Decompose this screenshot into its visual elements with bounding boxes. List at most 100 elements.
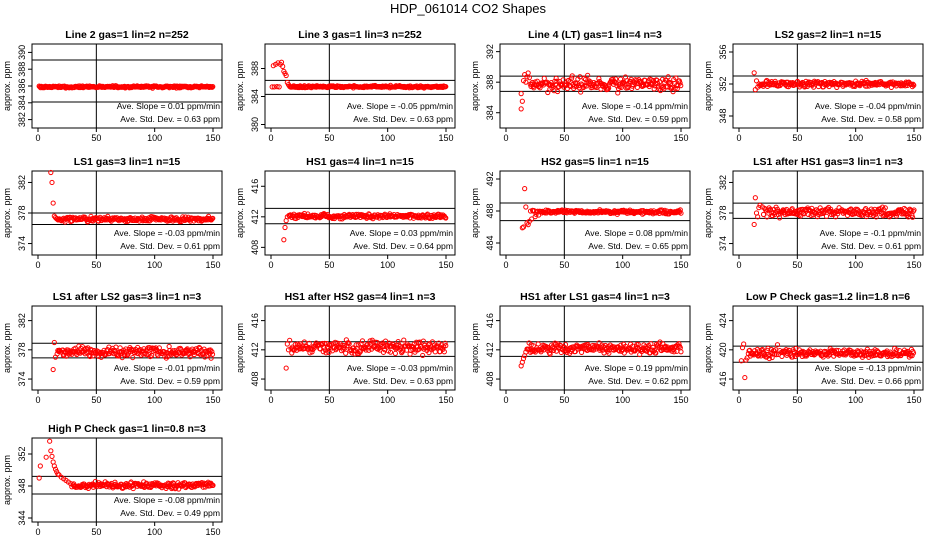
x-tick-label: 150	[205, 133, 220, 143]
data-point	[130, 354, 136, 361]
y-tick-label: 488	[485, 203, 495, 218]
stats-annotation: Ave. Std. Dev. = 0.49 ppm	[120, 508, 220, 518]
data-point	[771, 348, 777, 354]
x-tick-label: 50	[91, 133, 101, 143]
data-point	[51, 463, 57, 469]
stats-annotation: Ave. Std. Dev. = 0.59 ppm	[120, 376, 220, 386]
data-point	[209, 84, 215, 90]
data-point	[443, 215, 449, 221]
data-point	[530, 343, 536, 349]
figure-title: HDP_061014 CO2 Shapes	[389, 1, 547, 16]
panel-title: High P Check gas=1 lin=0.8 n=3	[48, 423, 206, 435]
data-point	[548, 347, 554, 353]
data-point	[276, 84, 282, 90]
data-point	[271, 84, 277, 90]
data-point	[770, 351, 776, 357]
y-tick-label: 374	[17, 372, 27, 387]
data-point	[359, 338, 366, 344]
y-tick-label: 380	[250, 117, 260, 132]
data-point	[825, 353, 831, 359]
x-tick-label: 100	[615, 133, 630, 143]
data-point	[780, 207, 786, 213]
data-point	[560, 77, 566, 83]
data-point	[665, 74, 671, 80]
plot-frame	[732, 305, 924, 391]
plot-frame	[264, 43, 456, 129]
data-point	[630, 81, 636, 88]
data-point	[322, 340, 328, 346]
data-point	[98, 354, 104, 360]
y-axis-label: approx. ppm	[470, 188, 480, 238]
chart-panel: LS1 gas=3 lin=1 n=15 approx. ppm 0 50 100 150…	[2, 156, 223, 270]
y-tick-label: 382	[17, 112, 27, 127]
data-point	[43, 454, 49, 460]
chart-panel: Line 3 gas=1 lin=3 n=252 approx. ppm 0 50 10…	[235, 29, 456, 143]
data-point	[655, 84, 661, 90]
stats-annotation: Ave. Std. Dev. = 0.64 ppm	[353, 241, 453, 251]
panel-title: LS1 after HS1 gas=3 lin=1 n=3	[753, 156, 903, 168]
data-point	[911, 207, 917, 213]
data-point	[882, 205, 888, 211]
x-tick-label: 150	[205, 260, 220, 270]
x-tick-label: 150	[205, 527, 220, 537]
data-point	[674, 85, 680, 92]
data-point	[401, 337, 407, 343]
data-point	[49, 453, 55, 459]
data-point	[678, 83, 684, 89]
y-tick-label: 384	[485, 105, 495, 120]
stats-annotation: Ave. Std. Dev. = 0.61 ppm	[120, 241, 220, 251]
y-tick-label: 416	[250, 179, 260, 194]
chart-panel: LS1 after HS1 gas=3 lin=1 n=3 approx. ppm…	[703, 156, 924, 270]
data-point	[135, 351, 141, 357]
x-tick-label: 0	[503, 133, 508, 143]
chart-panel: High P Check gas=1 lin=0.8 n=3 approx. pp…	[2, 423, 223, 537]
data-point	[103, 351, 109, 357]
data-point	[37, 463, 43, 469]
data-point	[334, 340, 340, 346]
data-point	[578, 89, 584, 95]
x-tick-label: 0	[35, 260, 40, 270]
x-tick-label: 0	[503, 260, 508, 270]
data-point	[392, 350, 398, 357]
plot-frame	[499, 305, 691, 391]
data-point	[585, 72, 591, 78]
data-point	[562, 341, 569, 348]
x-tick-label: 0	[268, 133, 273, 143]
y-tick-label: 352	[17, 446, 27, 461]
data-point	[577, 74, 583, 80]
y-tick-label: 374	[17, 236, 27, 251]
data-point	[774, 342, 781, 348]
y-tick-label: 348	[17, 478, 27, 493]
data-point	[287, 337, 293, 343]
data-point	[432, 349, 438, 355]
data-point	[651, 86, 657, 92]
data-point	[666, 79, 673, 85]
data-point	[343, 350, 349, 356]
data-point	[525, 222, 531, 228]
data-point	[324, 341, 330, 347]
panel-title: LS2 gas=2 lin=1 n=15	[775, 29, 882, 41]
data-point	[751, 70, 757, 76]
data-point	[323, 350, 329, 356]
data-point	[753, 78, 760, 84]
y-tick-label: 388	[17, 62, 27, 77]
data-point	[766, 355, 772, 362]
stats-annotation: Ave. Slope = -0.05 ppm/min	[347, 101, 453, 111]
data-point	[558, 349, 564, 356]
data-point	[518, 106, 524, 112]
y-tick-label: 388	[485, 75, 495, 90]
y-tick-label: 412	[485, 342, 495, 357]
y-tick-label: 390	[17, 45, 27, 60]
data-point	[210, 84, 216, 90]
data-point	[672, 85, 678, 91]
data-point	[764, 214, 770, 220]
x-tick-label: 50	[792, 260, 802, 270]
data-point	[572, 348, 578, 355]
data-point	[535, 341, 541, 347]
data-point	[374, 339, 380, 346]
data-point	[789, 354, 796, 360]
data-point	[274, 84, 280, 90]
y-tick-label: 382	[17, 175, 27, 190]
y-tick-label: 408	[250, 372, 260, 387]
